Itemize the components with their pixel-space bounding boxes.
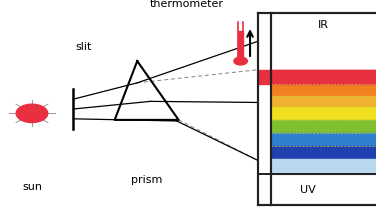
- Text: thermometer: thermometer: [150, 0, 224, 9]
- Bar: [271, 70, 376, 84]
- Text: UV: UV: [300, 185, 316, 195]
- Text: slit: slit: [75, 42, 92, 52]
- Bar: [271, 120, 376, 133]
- Text: IR: IR: [318, 20, 329, 30]
- Text: sun: sun: [22, 182, 42, 192]
- Circle shape: [234, 57, 247, 65]
- Bar: [271, 133, 376, 146]
- Bar: [271, 146, 376, 159]
- Bar: [271, 96, 376, 107]
- Circle shape: [16, 104, 48, 123]
- Text: prism: prism: [131, 175, 162, 185]
- Text: ray: ray: [316, 126, 334, 136]
- Bar: [271, 84, 376, 96]
- Bar: [271, 159, 376, 174]
- Bar: [238, 31, 243, 61]
- Bar: [271, 107, 376, 120]
- Text: Visible: Visible: [307, 104, 343, 114]
- Bar: [258, 70, 376, 84]
